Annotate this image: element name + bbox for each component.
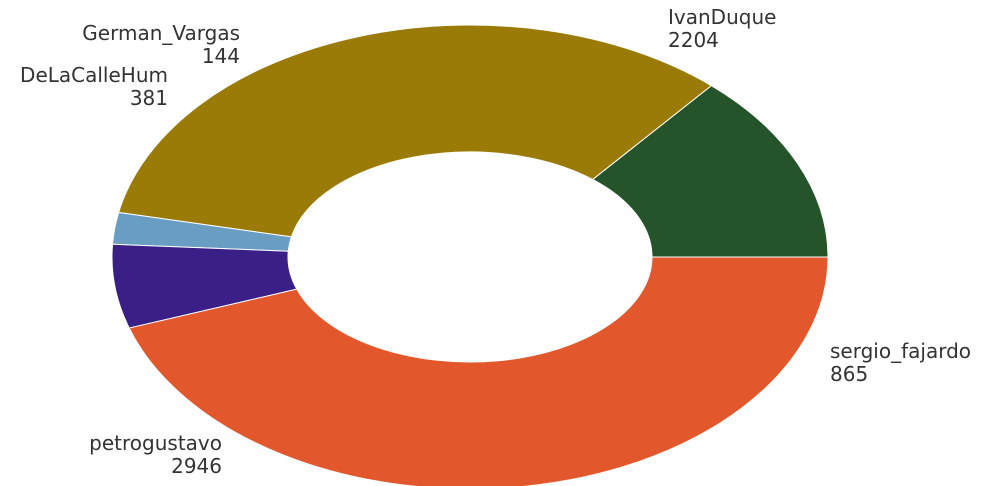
- slice-labels: sergio_fajardo 865 IvanDuque 2204 German_Var…: [20, 5, 971, 478]
- label-delacallehum: DeLaCalleHum 381: [20, 63, 168, 110]
- label-value-delacallehum: 381: [130, 86, 168, 110]
- label-sergio-fajardo: sergio_fajardo 865: [830, 339, 971, 386]
- label-name-delacallehum: DeLaCalleHum: [20, 63, 168, 87]
- slice-ivanduque: [118, 24, 713, 238]
- label-value-ivanduque: 2204: [668, 28, 719, 52]
- label-value-sergio-fajardo: 865: [830, 362, 868, 386]
- label-value-german-vargas: 144: [202, 44, 240, 68]
- label-name-sergio-fajardo: sergio_fajardo: [830, 339, 971, 363]
- slice-petrogustavo: [128, 256, 829, 486]
- label-german-vargas: German_Vargas 144: [82, 21, 240, 68]
- label-value-petrogustavo: 2946: [171, 454, 222, 478]
- label-name-ivanduque: IvanDuque: [668, 5, 776, 29]
- label-name-petrogustavo: petrogustavo: [89, 431, 222, 455]
- label-ivanduque: IvanDuque 2204: [668, 5, 776, 52]
- slice-sergio-fajardo: [591, 85, 829, 258]
- donut-slices: [111, 24, 829, 486]
- label-petrogustavo: petrogustavo 2946: [89, 431, 222, 478]
- label-name-german-vargas: German_Vargas: [82, 21, 240, 45]
